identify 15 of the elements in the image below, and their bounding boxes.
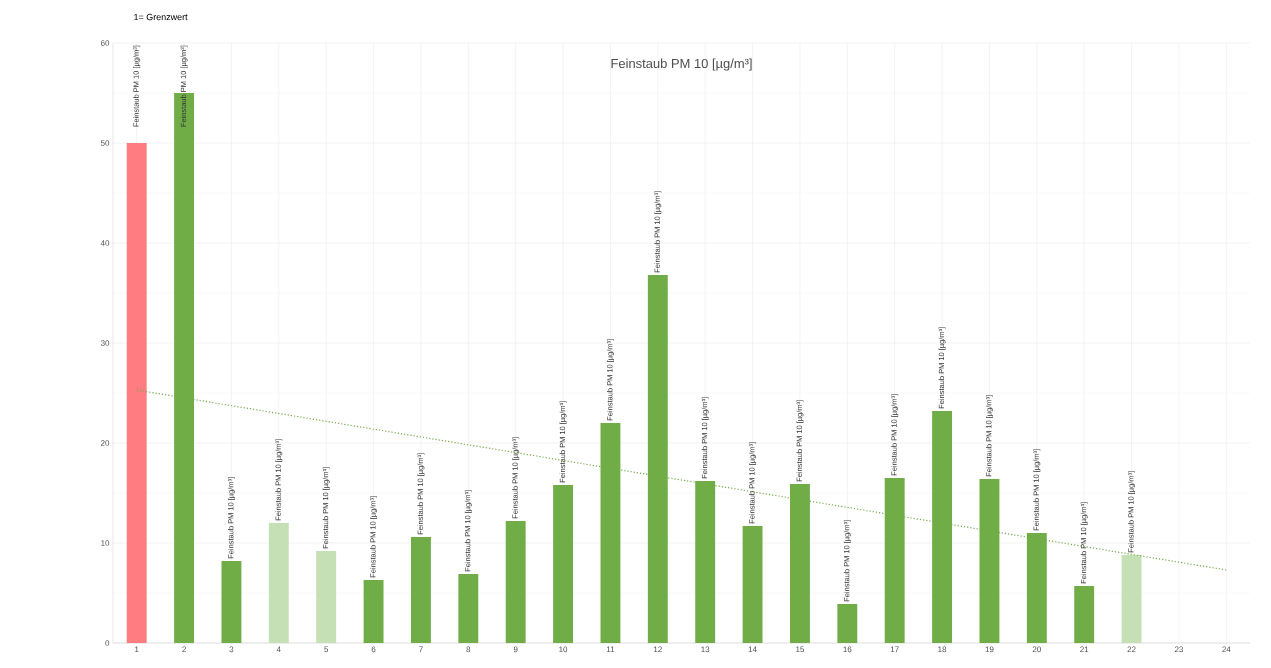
bar [126,143,147,643]
bar [505,521,526,643]
bar [1121,555,1142,643]
bar [742,526,763,643]
bar [1074,586,1095,643]
bar [553,485,574,643]
bar [837,604,858,643]
bar [221,561,242,643]
bar [458,574,479,643]
text: Feinstaub PM 10 [µg/m³] [611,58,752,71]
bar [316,551,337,643]
text: 1= Grenzwert [134,13,188,21]
bar [363,580,384,643]
bar [268,523,289,643]
bar [410,537,431,643]
